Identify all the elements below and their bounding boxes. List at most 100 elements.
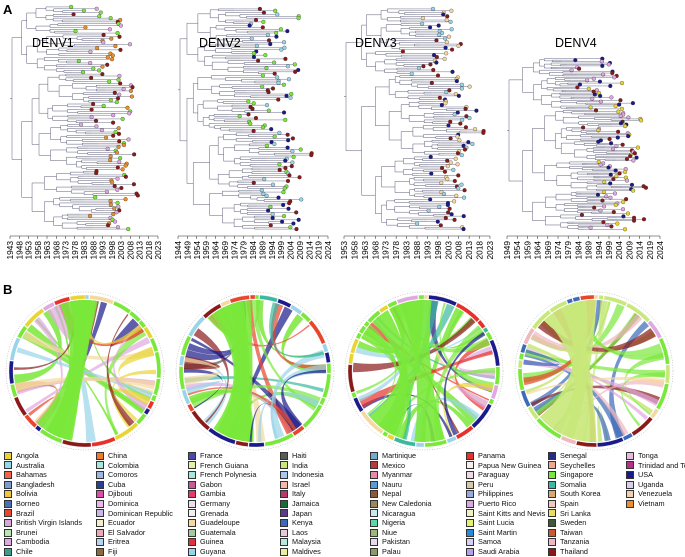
legend-item: Bangladesh [4, 480, 96, 490]
chord-sector [348, 353, 355, 365]
tree-tip [450, 69, 455, 74]
tree-axis-tick-label: 2018 [144, 241, 154, 260]
chord-sector [300, 311, 312, 323]
tree-tip [282, 186, 287, 191]
country-legend: Angola Australia Bahamas Bangladesh Bolivia B… [4, 451, 685, 556]
legend-item: Samoa [466, 537, 558, 547]
tree-tip [132, 152, 137, 157]
tree-tip [264, 193, 269, 198]
tree-tip [596, 128, 601, 133]
tree-tip [624, 197, 629, 202]
legend-item: Australia [4, 461, 96, 471]
legend-item: Comoros [96, 470, 188, 480]
tree-tip [459, 153, 464, 158]
tree-tip [420, 21, 425, 26]
tree-axis-tick-label: 1989 [257, 241, 267, 260]
tree-tip [624, 178, 630, 183]
legend-swatch [370, 480, 378, 489]
tree-tip [610, 71, 615, 76]
chord-sector [154, 351, 162, 379]
tree-tip [453, 156, 458, 161]
legend-item: Gambia [188, 489, 280, 499]
tree-tip [446, 210, 451, 215]
legend-label: Japan [292, 508, 312, 518]
legend-swatch [188, 518, 196, 527]
tree-tip [109, 36, 114, 41]
legend-label: Niue [382, 527, 398, 537]
tree-tip [296, 67, 301, 73]
tree-tip [272, 60, 277, 65]
legend-item: Fiji [96, 547, 188, 557]
chord-sector [355, 332, 363, 340]
chord-sector [351, 391, 357, 399]
legend-item: Puerto Rico [466, 499, 558, 509]
legend-swatch [548, 461, 556, 470]
tree-tip [116, 77, 121, 82]
tree-tip [260, 25, 265, 30]
tree-tip [435, 219, 440, 224]
tree-axis-tick-label: 2009 [624, 241, 634, 260]
tree-tip [598, 93, 603, 99]
legend-label: Guinea [200, 537, 224, 547]
tree-tip [292, 62, 297, 67]
tree-tip [270, 212, 275, 217]
tree-tip [613, 202, 618, 207]
tree-tip [118, 23, 123, 28]
legend-label: Saint Martin [478, 527, 517, 537]
tree-tip [112, 90, 117, 95]
tree-tip [602, 179, 607, 185]
tree-tip [595, 192, 601, 197]
tree-tip [257, 6, 262, 11]
legend-swatch [96, 461, 104, 470]
tree-tip [246, 112, 251, 117]
tree-axis-tick-label: 1979 [239, 241, 249, 260]
legend-label: Djibouti [108, 489, 133, 499]
chord-sector [17, 325, 28, 339]
legend-swatch [280, 528, 288, 537]
tree-tip [123, 163, 128, 168]
tree-tip [293, 69, 298, 74]
tree-tip [458, 121, 463, 126]
legend-swatch [466, 499, 474, 508]
tree-tip [443, 36, 448, 41]
tree-tip [298, 147, 303, 152]
tree-tip [296, 16, 301, 21]
tree-tip [299, 197, 304, 202]
chord-sector [277, 298, 292, 308]
tree-tip [105, 62, 110, 67]
chord-ribbon [189, 384, 321, 409]
tree-tip [264, 66, 269, 71]
legend-swatch [4, 509, 12, 518]
tree-axis-tick-label: 1994 [594, 241, 604, 260]
tree-tip [628, 154, 633, 159]
tree-tip [296, 217, 301, 222]
tree-tip [400, 49, 405, 54]
legend-swatch [466, 518, 474, 527]
tree-axis-tick-label: 1983 [79, 241, 89, 260]
tree-tip [586, 86, 591, 91]
legend-label: Fiji [108, 546, 118, 556]
legend-item: Dominica [96, 499, 188, 509]
legend-swatch [188, 461, 196, 470]
legend-item: Brunei [4, 528, 96, 538]
tree-tip [98, 10, 103, 15]
tree-denv4: 1949 1954 1959 1964 1969 1974 1979 1984 1989 1994… [502, 56, 665, 260]
tree-axis-tick-label: 1973 [381, 241, 391, 260]
tree-axis-tick-label: 2003 [443, 241, 453, 260]
chord-sector [24, 308, 45, 328]
chord-sector [580, 294, 595, 301]
tree-tip [290, 149, 295, 154]
tree-tip [285, 64, 290, 69]
tree-tip [456, 43, 461, 48]
tree-tip [266, 38, 272, 43]
tree-axis-tick-label: 2013 [464, 241, 474, 260]
legend-item: Saint Lucia [466, 518, 558, 528]
chord-sector [520, 343, 527, 354]
tree-tip [577, 66, 582, 71]
legend-label: Samoa [478, 537, 502, 547]
legend-swatch [96, 528, 104, 537]
legend-swatch [280, 499, 288, 508]
tree-tip [282, 45, 287, 50]
chord-sector [319, 397, 326, 406]
tree-axis-tick-label: 2014 [304, 241, 314, 260]
